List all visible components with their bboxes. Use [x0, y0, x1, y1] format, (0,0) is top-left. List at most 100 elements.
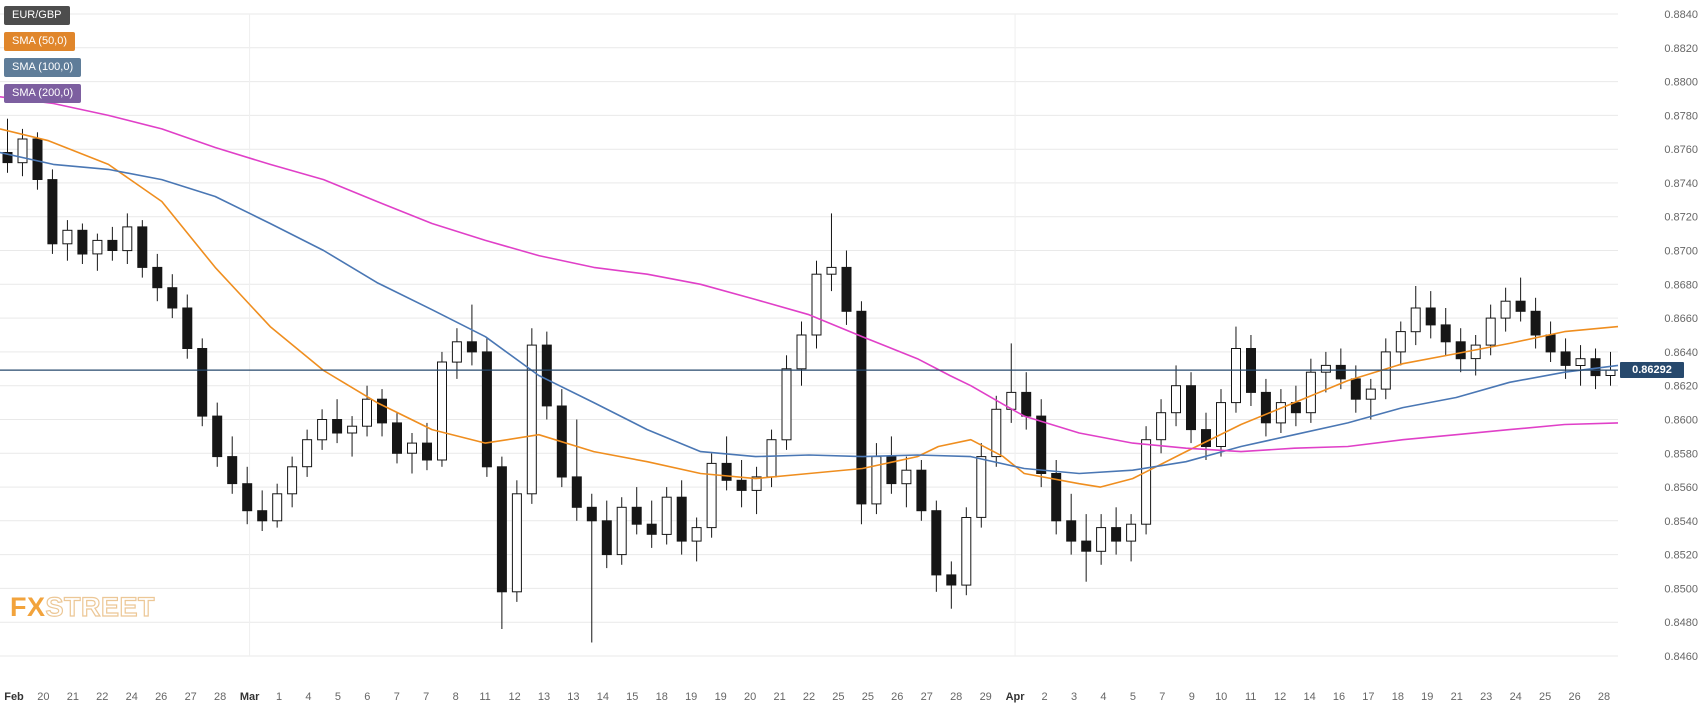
x-tick-label: 23 — [1480, 691, 1492, 703]
y-tick-label: 0.8780 — [1664, 110, 1698, 122]
candle — [586, 506, 597, 522]
candle — [766, 439, 777, 478]
candle — [736, 479, 747, 491]
y-tick-label: 0.8460 — [1664, 651, 1698, 663]
candle — [511, 493, 522, 593]
candle — [1171, 385, 1181, 414]
candle — [616, 506, 627, 556]
candle — [751, 476, 762, 491]
candle — [1126, 523, 1137, 542]
candle — [17, 138, 28, 164]
watermark-street-text: STREET — [45, 591, 156, 622]
y-axis[interactable]: 0.8840 0.8820 0.8800 0.8780 0.8760 0.8740 0.87… — [1664, 9, 1698, 663]
x-tick-label: 1 — [276, 691, 282, 703]
candle — [901, 469, 912, 485]
candle — [392, 422, 402, 454]
x-tick-label: 14 — [1303, 691, 1315, 703]
candle — [916, 469, 927, 512]
candle — [1365, 388, 1376, 400]
candle — [2, 152, 13, 164]
candle — [227, 456, 238, 485]
candle — [1066, 520, 1077, 542]
candle — [197, 348, 208, 417]
candle — [706, 462, 717, 529]
candle — [721, 462, 732, 481]
candle — [332, 419, 343, 434]
candle — [1320, 364, 1331, 373]
x-tick-label: 22 — [96, 691, 108, 703]
candle — [1395, 331, 1406, 353]
x-tick-label: 2 — [1042, 691, 1048, 703]
x-tick-label: 15 — [626, 691, 638, 703]
y-tick-label: 0.8700 — [1664, 246, 1698, 258]
candle — [407, 442, 417, 454]
y-tick-label: 0.8800 — [1664, 77, 1698, 89]
x-tick-label: 3 — [1071, 691, 1077, 703]
y-tick-label: 0.8480 — [1664, 617, 1698, 629]
symbol-badge[interactable]: EUR/GBP — [4, 6, 70, 25]
candle — [137, 226, 148, 268]
candle — [62, 229, 73, 245]
candle — [1051, 473, 1062, 522]
candle — [1605, 369, 1616, 377]
candle — [1515, 300, 1526, 312]
candle — [1440, 324, 1451, 343]
x-tick-label: 6 — [364, 691, 370, 703]
y-tick-label: 0.8680 — [1664, 279, 1698, 291]
current-price-tag: 0.86292 — [1620, 362, 1684, 379]
candle — [47, 179, 58, 245]
candle — [92, 239, 103, 255]
candle — [377, 398, 387, 424]
x-tick-label: 11 — [479, 691, 490, 703]
candle — [182, 307, 193, 349]
sma100-badge[interactable]: SMA (100,0) — [4, 58, 82, 77]
candle — [571, 476, 582, 508]
candle — [1500, 300, 1511, 319]
y-tick-label: 0.8580 — [1664, 448, 1698, 460]
candle — [1455, 341, 1466, 360]
candle — [631, 506, 642, 525]
x-tick-label: 12 — [1274, 691, 1286, 703]
candle — [811, 273, 822, 336]
sma200-badge[interactable]: SMA (200,0) — [4, 84, 82, 103]
x-tick-label: 4 — [305, 691, 311, 703]
candle — [796, 334, 807, 370]
candle — [437, 361, 447, 461]
candle — [1470, 344, 1481, 360]
gridlines — [0, 13, 1618, 657]
candle — [32, 138, 43, 180]
sma50-line — [0, 128, 1619, 488]
x-tick-label: 22 — [803, 691, 815, 703]
candle — [526, 344, 537, 495]
candle — [362, 398, 372, 427]
x-tick-label: 17 — [1362, 691, 1374, 703]
candle — [1216, 402, 1226, 448]
x-tick-label: 24 — [1510, 691, 1522, 703]
candle — [272, 493, 283, 522]
candle — [1096, 527, 1107, 552]
x-tick-label: 25 — [862, 691, 874, 703]
x-tick-label: 10 — [1215, 691, 1227, 703]
x-axis[interactable]: Feb 20 21 22 24 26 27 28 Mar 1 4 5 6 7 7 8 11 12 13 13 14 15 1… — [4, 691, 1610, 703]
candle — [152, 266, 163, 289]
candle — [77, 229, 88, 255]
candle — [242, 483, 253, 512]
candle — [1425, 307, 1436, 326]
x-tick-label: 28 — [214, 691, 226, 703]
candle — [646, 523, 657, 535]
candle — [422, 442, 432, 461]
y-tick-label: 0.8540 — [1664, 516, 1698, 528]
candle — [212, 415, 223, 458]
y-tick-label: 0.8840 — [1664, 9, 1698, 21]
candle — [976, 456, 987, 518]
x-tick-label: 18 — [656, 691, 668, 703]
candle — [1335, 364, 1346, 380]
candle — [466, 341, 477, 353]
candle — [886, 456, 897, 485]
x-tick-label: 5 — [1130, 691, 1136, 703]
x-tick-label: 13 — [567, 691, 579, 703]
x-tick-label: 21 — [773, 691, 785, 703]
candle — [257, 510, 268, 522]
sma50-badge[interactable]: SMA (50,0) — [4, 32, 76, 51]
